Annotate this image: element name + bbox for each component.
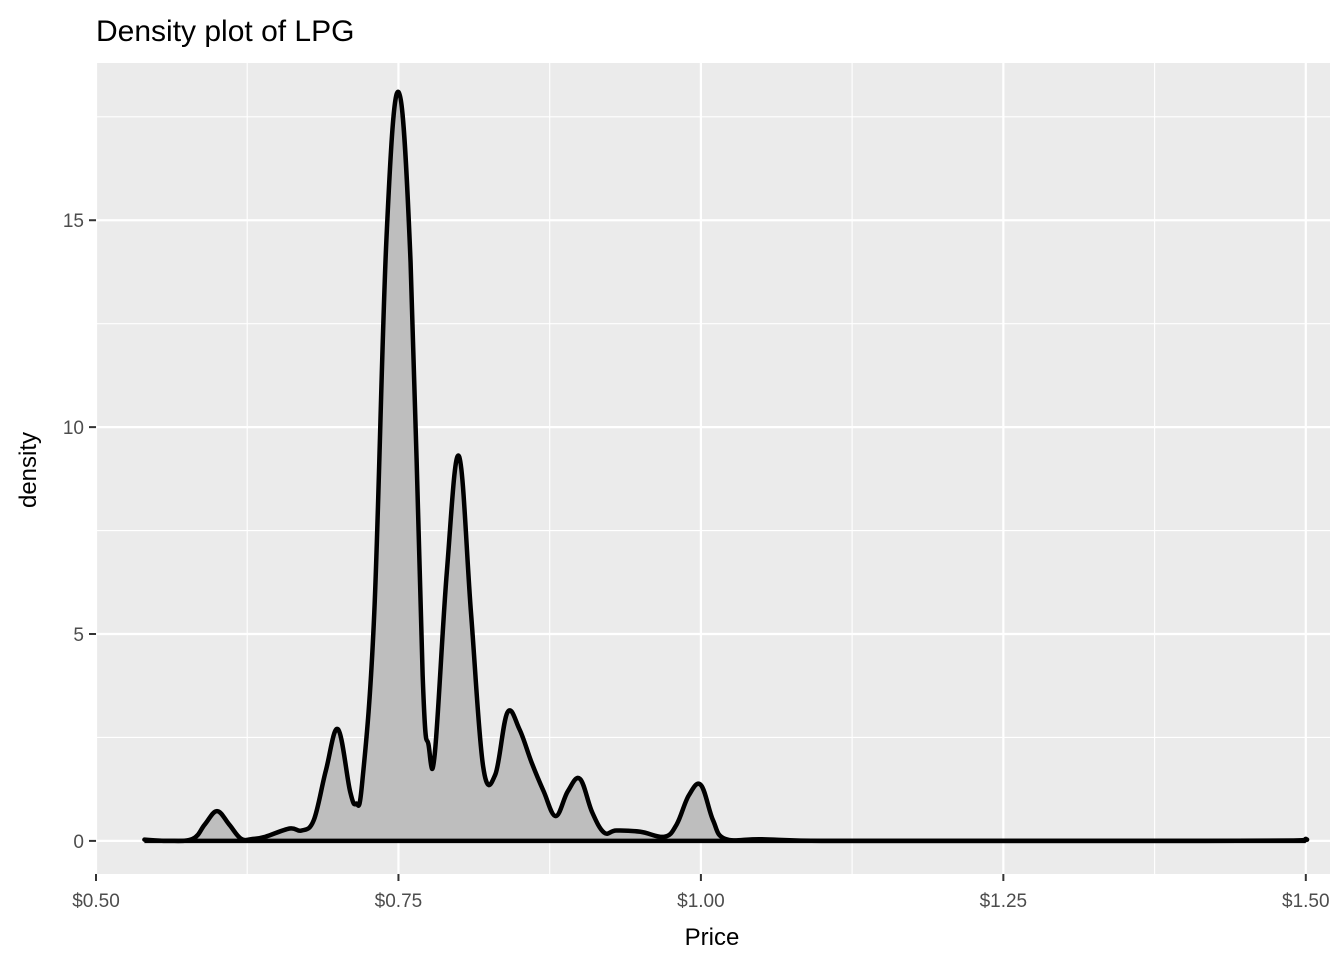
plot-panel [96, 63, 1330, 874]
x-tick-label: $1.25 [980, 891, 1028, 912]
y-axis-title: density [15, 432, 42, 508]
y-axis: 0 5 10 15 [63, 211, 96, 853]
x-tick-label: $1.00 [677, 891, 725, 912]
chart-title: Density plot of LPG [96, 15, 354, 48]
density-curve [142, 89, 1310, 844]
x-tick-label: $0.50 [72, 891, 120, 912]
x-tick-label: $1.50 [1282, 891, 1330, 912]
x-axis: $0.50 $0.75 $1.00 $1.25 $1.50 [72, 874, 1330, 912]
density-layer [142, 89, 1310, 844]
x-axis-title: Price [685, 924, 740, 951]
y-tick-label: 10 [63, 418, 84, 439]
x-tick-label: $0.75 [375, 891, 423, 912]
minor-gridlines [96, 63, 1330, 945]
y-tick-label: 15 [63, 211, 84, 232]
y-tick-label: 0 [73, 832, 84, 853]
y-tick-label: 5 [73, 625, 84, 646]
